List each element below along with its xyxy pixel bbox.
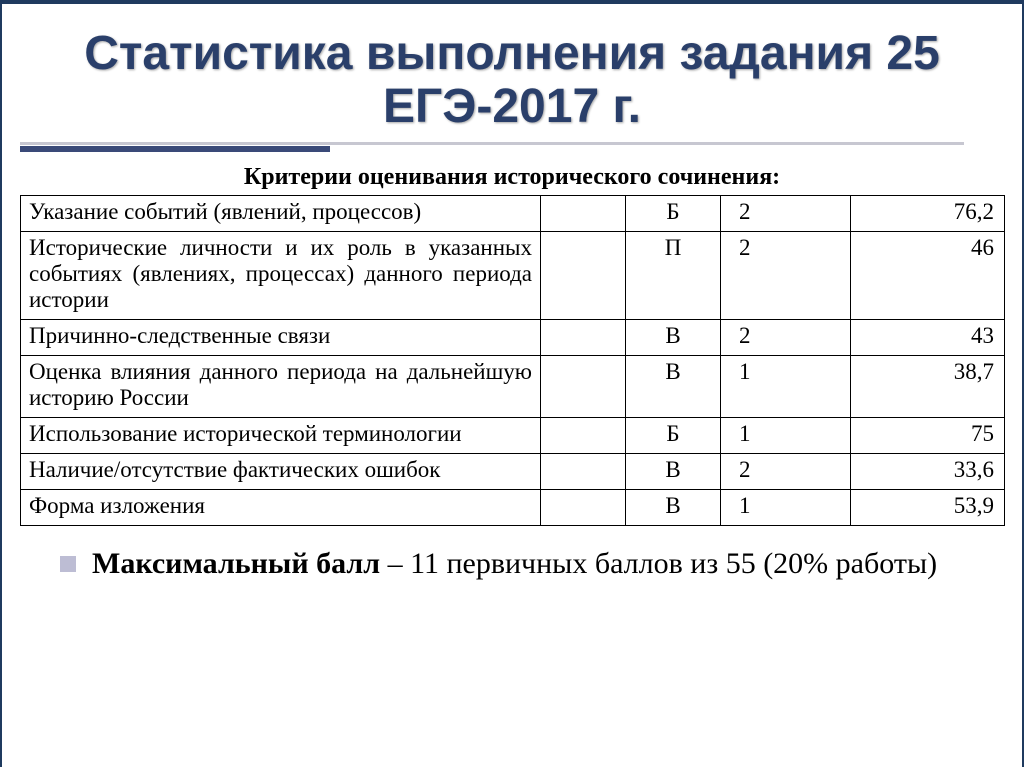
letter-cell: В xyxy=(626,355,721,417)
score-cell: 46 xyxy=(851,231,1005,319)
criteria-table: Указание событий (явлений, процессов) Б … xyxy=(20,195,1005,526)
max-cell: 2 xyxy=(721,231,851,319)
criterion-cell: Исторические личности и их роль в указан… xyxy=(21,231,541,319)
title-underline xyxy=(20,140,1004,156)
empty-cell xyxy=(541,195,626,231)
table-caption: Критерии оценивания исторического сочине… xyxy=(20,164,1004,191)
table-row: Использование исторической терминологии … xyxy=(21,417,1005,453)
max-cell: 1 xyxy=(721,489,851,525)
criterion-cell: Оценка влияния данного периода на дальне… xyxy=(21,355,541,417)
footer-rest: – 11 первичных баллов из 55 (20% работы) xyxy=(380,547,937,580)
table-row: Наличие/отсутствие фактических ошибок В … xyxy=(21,453,1005,489)
max-cell: 2 xyxy=(721,319,851,355)
empty-cell xyxy=(541,355,626,417)
score-cell: 33,6 xyxy=(851,453,1005,489)
criterion-cell: Причинно-следственные связи xyxy=(21,319,541,355)
table-row: Указание событий (явлений, процессов) Б … xyxy=(21,195,1005,231)
letter-cell: В xyxy=(626,489,721,525)
criterion-cell: Наличие/отсутствие фактических ошибок xyxy=(21,453,541,489)
letter-cell: Б xyxy=(626,417,721,453)
footer-note: Максимальный балл – 11 первичных баллов … xyxy=(60,546,964,583)
slide-title: Статистика выполнения задания 25 ЕГЭ-201… xyxy=(40,28,984,134)
table-row: Причинно-следственные связи В 2 43 xyxy=(21,319,1005,355)
table-row: Форма изложения В 1 53,9 xyxy=(21,489,1005,525)
score-cell: 43 xyxy=(851,319,1005,355)
bullet-icon xyxy=(60,556,76,572)
empty-cell xyxy=(541,489,626,525)
max-cell: 1 xyxy=(721,417,851,453)
score-cell: 75 xyxy=(851,417,1005,453)
score-cell: 38,7 xyxy=(851,355,1005,417)
max-cell: 2 xyxy=(721,453,851,489)
letter-cell: В xyxy=(626,453,721,489)
empty-cell xyxy=(541,417,626,453)
criterion-cell: Указание событий (явлений, процессов) xyxy=(21,195,541,231)
score-cell: 76,2 xyxy=(851,195,1005,231)
empty-cell xyxy=(541,231,626,319)
empty-cell xyxy=(541,319,626,355)
criterion-cell: Форма изложения xyxy=(21,489,541,525)
footer-bold: Максимальный балл xyxy=(92,547,380,580)
score-cell: 53,9 xyxy=(851,489,1005,525)
table-row: Оценка влияния данного периода на дальне… xyxy=(21,355,1005,417)
empty-cell xyxy=(541,453,626,489)
letter-cell: Б xyxy=(626,195,721,231)
criterion-cell: Использование исторической терминологии xyxy=(21,417,541,453)
table-row: Исторические личности и их роль в указан… xyxy=(21,231,1005,319)
letter-cell: В xyxy=(626,319,721,355)
letter-cell: П xyxy=(626,231,721,319)
max-cell: 1 xyxy=(721,355,851,417)
max-cell: 2 xyxy=(721,195,851,231)
